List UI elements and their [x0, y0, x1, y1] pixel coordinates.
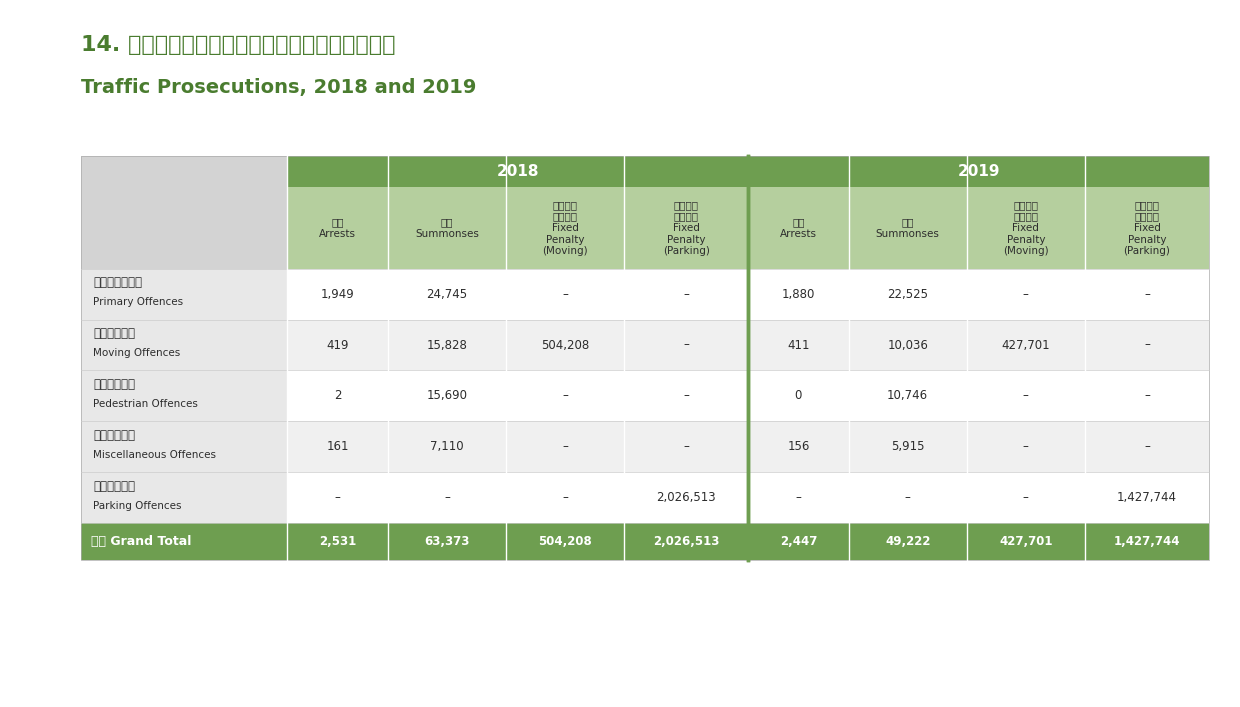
Text: –: –: [1145, 440, 1149, 453]
Text: –: –: [444, 491, 450, 504]
Text: –: –: [683, 440, 689, 453]
Text: 違例泊車事件: 違例泊車事件: [93, 480, 135, 493]
Text: 定額罰款
（行車）
Fixed
Penalty
(Moving): 定額罰款 （行車） Fixed Penalty (Moving): [1003, 200, 1049, 256]
Text: –: –: [1023, 288, 1029, 300]
Text: 63,373: 63,373: [424, 535, 470, 548]
Text: 1,949: 1,949: [321, 288, 355, 300]
Text: –: –: [1023, 491, 1029, 504]
Text: 411: 411: [787, 339, 810, 351]
Text: –: –: [335, 491, 341, 504]
Text: 419: 419: [326, 339, 348, 351]
Text: 較嚴重違例事件: 較嚴重違例事件: [93, 276, 143, 289]
Text: 違例行車事件: 違例行車事件: [93, 327, 135, 340]
Text: 156: 156: [787, 440, 810, 453]
Text: 161: 161: [326, 440, 348, 453]
Text: 24,745: 24,745: [427, 288, 467, 300]
Text: 雜項違例事件: 雜項違例事件: [93, 429, 135, 442]
Text: –: –: [1145, 339, 1149, 351]
Text: –: –: [1145, 288, 1149, 300]
Text: 定額罰款
（泊車）
Fixed
Penalty
(Parking): 定額罰款 （泊車） Fixed Penalty (Parking): [1123, 200, 1171, 256]
Text: 2,531: 2,531: [319, 535, 356, 548]
Text: 1,427,744: 1,427,744: [1117, 491, 1177, 504]
Text: Miscellaneous Offences: Miscellaneous Offences: [93, 450, 216, 460]
Text: 0: 0: [795, 390, 802, 402]
Text: 49,222: 49,222: [885, 535, 930, 548]
Text: 2018: 2018: [496, 164, 539, 179]
Text: 1,880: 1,880: [781, 288, 815, 300]
Text: 拘捕
Arrests: 拘捕 Arrests: [319, 217, 356, 239]
Text: 2,447: 2,447: [780, 535, 817, 548]
Text: –: –: [1023, 390, 1029, 402]
Text: –: –: [562, 440, 568, 453]
Text: 1,427,744: 1,427,744: [1114, 535, 1180, 548]
Text: –: –: [1145, 390, 1149, 402]
Text: 2,026,513: 2,026,513: [656, 491, 715, 504]
Text: 427,701: 427,701: [1002, 339, 1050, 351]
Text: 15,690: 15,690: [427, 390, 467, 402]
Text: 2,026,513: 2,026,513: [653, 535, 719, 548]
Text: 504,208: 504,208: [538, 535, 591, 548]
Text: 2019: 2019: [957, 164, 999, 179]
Text: Parking Offences: Parking Offences: [93, 501, 181, 511]
Text: –: –: [905, 491, 910, 504]
Text: 14. 二零一八及二零一九年交通違例檢控統計數字: 14. 二零一八及二零一九年交通違例檢控統計數字: [81, 35, 396, 55]
Text: Traffic Prosecutions, 2018 and 2019: Traffic Prosecutions, 2018 and 2019: [81, 78, 476, 97]
Text: –: –: [562, 491, 568, 504]
Text: –: –: [683, 288, 689, 300]
Text: 合計 Grand Total: 合計 Grand Total: [91, 535, 191, 548]
Text: 504,208: 504,208: [541, 339, 589, 351]
Text: 2: 2: [334, 390, 341, 402]
Text: –: –: [796, 491, 801, 504]
Text: 5,915: 5,915: [892, 440, 925, 453]
Text: –: –: [683, 339, 689, 351]
Text: 15,828: 15,828: [427, 339, 467, 351]
Text: –: –: [683, 390, 689, 402]
Text: –: –: [1023, 440, 1029, 453]
Text: –: –: [562, 288, 568, 300]
Text: Moving Offences: Moving Offences: [93, 348, 180, 358]
Text: 定額罰款
（泊車）
Fixed
Penalty
(Parking): 定額罰款 （泊車） Fixed Penalty (Parking): [662, 200, 709, 256]
Text: 22,525: 22,525: [887, 288, 929, 300]
Text: –: –: [562, 390, 568, 402]
Text: 7,110: 7,110: [430, 440, 464, 453]
Text: 拘捕
Arrests: 拘捕 Arrests: [780, 217, 817, 239]
Text: 427,701: 427,701: [999, 535, 1053, 548]
Text: 傳票
Summonses: 傳票 Summonses: [415, 217, 479, 239]
Text: 定額罰款
（行車）
Fixed
Penalty
(Moving): 定額罰款 （行車） Fixed Penalty (Moving): [542, 200, 588, 256]
Text: 行人違例事件: 行人違例事件: [93, 378, 135, 391]
Text: 10,746: 10,746: [887, 390, 929, 402]
Text: Primary Offences: Primary Offences: [93, 297, 184, 308]
Text: 傳票
Summonses: 傳票 Summonses: [875, 217, 940, 239]
Text: 10,036: 10,036: [888, 339, 928, 351]
Text: Pedestrian Offences: Pedestrian Offences: [93, 399, 198, 409]
